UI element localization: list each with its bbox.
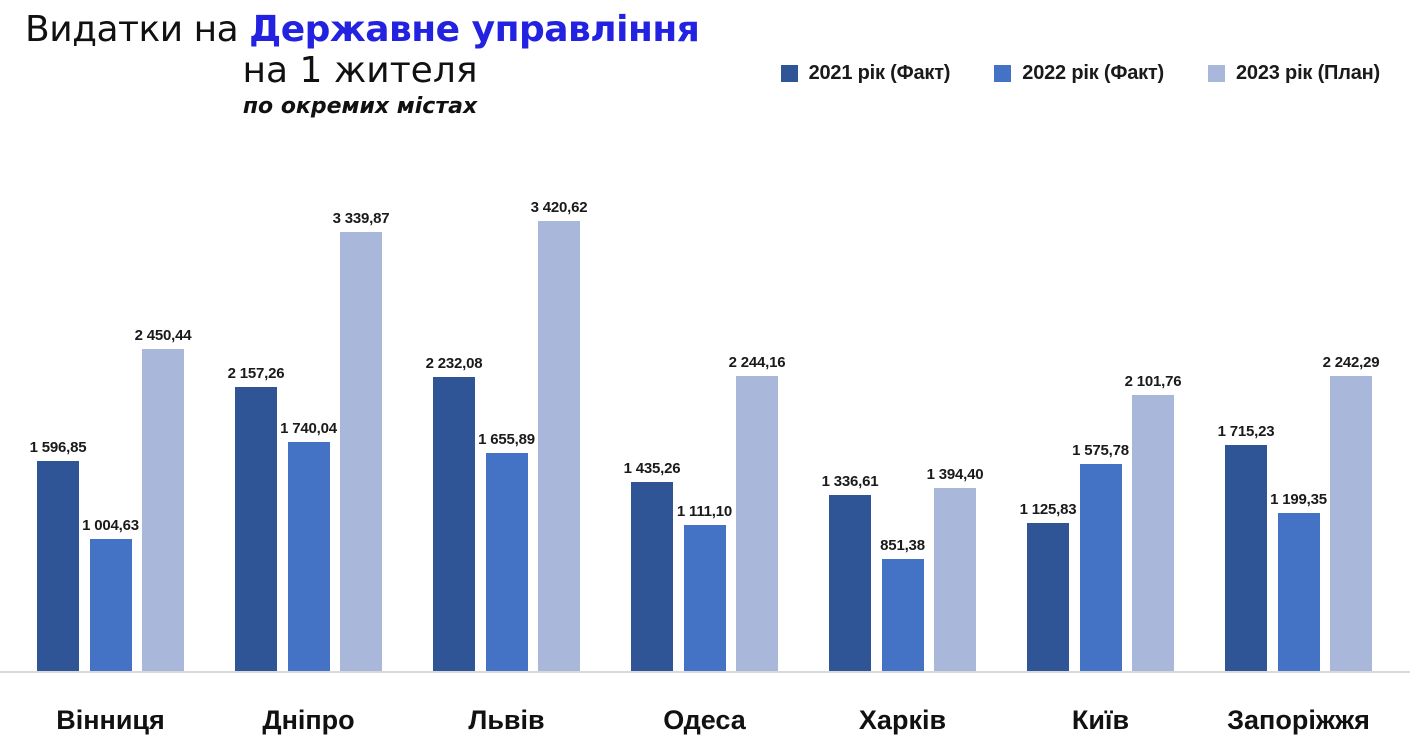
bar-group-3: 2 232,08 1 655,89 3 420,62 [426, 199, 588, 671]
legend-swatch-2023 [1208, 65, 1225, 82]
value-label-series1-2: 2 157,26 [227, 365, 285, 383]
value-label-series1-3: 2 232,08 [425, 355, 483, 373]
bar-group-6: 1 125,83 1 575,78 2 101,76 [1020, 373, 1182, 671]
value-label-series3-4: 2 244,16 [728, 353, 786, 371]
bar-series1-7: 1 715,23 [1218, 423, 1275, 671]
bar-series1-3: 2 232,08 [426, 355, 483, 671]
bar-series3-4: 2 244,16 [729, 354, 786, 671]
value-label-series2-2: 1 740,04 [280, 420, 337, 438]
value-label-series3-1: 2 450,44 [134, 326, 192, 344]
chart-title: Видатки на Державне управління на 1 жите… [25, 9, 700, 119]
category-label-2: Дніпро [262, 705, 355, 735]
legend-item-2022: 2022 рік (Факт) [994, 62, 1164, 85]
bar-group-5: 1 336,61 851,38 1 394,40 [822, 466, 984, 671]
category-label-7: Запоріжжя [1227, 705, 1370, 735]
category-label-1: Вінниця [56, 705, 165, 735]
category-label-3: Львів [468, 705, 545, 735]
value-label-series1-7: 1 715,23 [1217, 423, 1275, 441]
bar-group-2: 2 157,26 1 740,04 3 339,87 [228, 210, 390, 671]
bar-series1-4: 1 435,26 [624, 460, 681, 671]
bar-series2-4: 1 111,10 [677, 503, 732, 671]
bar-series2-2: 1 740,04 [280, 420, 337, 671]
bar-group-7: 1 715,23 1 199,35 2 242,29 [1218, 354, 1380, 671]
bar-series1-1: 1 596,85 [30, 439, 87, 671]
value-label-series1-6: 1 125,83 [1019, 500, 1077, 518]
value-label-series1-5: 1 336,61 [821, 473, 879, 491]
value-label-series1-4: 1 435,26 [623, 460, 681, 478]
bar-series3-5: 1 394,40 [927, 466, 984, 671]
value-label-series3-7: 2 242,29 [1322, 354, 1380, 371]
value-label-series3-6: 2 101,76 [1124, 372, 1182, 390]
value-label-series2-1: 1 004,63 [82, 516, 139, 534]
legend-label-2021: 2021 рік (Факт) [808, 62, 951, 84]
chart-title-line1: Видатки на Державне управління [25, 9, 700, 50]
value-label-series2-3: 1 655,89 [478, 431, 535, 449]
chart-legend: 2021 рік (Факт) 2022 рік (Факт) 2023 рік… [780, 62, 1380, 85]
chart-title-black-part: Видатки на [25, 9, 250, 50]
value-label-series3-5: 1 394,40 [926, 465, 984, 483]
bar-series3-3: 3 420,62 [531, 199, 588, 671]
bar-series2-6: 1 575,78 [1072, 442, 1129, 671]
bar-series2-7: 1 199,35 [1270, 491, 1327, 671]
value-label-series2-5: 851,38 [880, 537, 925, 554]
legend-label-2022: 2022 рік (Факт) [1022, 62, 1164, 84]
legend-swatch-2021 [780, 65, 798, 82]
value-label-series3-3: 3 420,62 [530, 199, 588, 216]
x-axis-line [0, 671, 1410, 673]
legend-item-2023: 2023 рік (План) [1208, 62, 1380, 85]
bar-series1-2: 2 157,26 [228, 365, 285, 671]
legend-item-2021: 2021 рік (Факт) [780, 62, 951, 85]
category-label-4: Одеса [663, 705, 746, 735]
bar-series3-1: 2 450,44 [135, 327, 192, 671]
bar-series1-5: 1 336,61 [822, 473, 879, 671]
bar-series2-3: 1 655,89 [478, 431, 535, 671]
value-label-series2-6: 1 575,78 [1072, 441, 1129, 459]
value-label-series2-7: 1 199,35 [1270, 491, 1327, 509]
value-label-series3-2: 3 339,87 [332, 209, 390, 227]
category-axis: Вінниця Дніпро Львів Одеса Харків Київ Запоріж… [37, 705, 1372, 736]
legend-label-2023: 2023 рік (План) [1236, 62, 1380, 84]
category-label-6: Київ [1071, 705, 1130, 735]
bar-series1-6: 1 125,83 [1020, 501, 1077, 671]
bar-series3-6: 2 101,76 [1125, 373, 1182, 671]
chart-title-line2: на 1 жителя [242, 50, 478, 92]
legend-swatch-2022 [994, 65, 1012, 82]
chart-subtitle: по окремих містах [242, 93, 478, 119]
bar-group-1: 1 596,85 1 004,63 2 450,44 [30, 327, 192, 671]
chart-title-blue-part: Державне управління [249, 9, 700, 50]
bar-series2-5: 851,38 [880, 537, 925, 671]
plot-area: 1 596,85 1 004,63 2 450,44 2 157,26 1 740,04… [30, 199, 1380, 671]
bar-series3-2: 3 339,87 [333, 210, 390, 671]
bar-group-4: 1 435,26 1 111,10 2 244,16 [624, 354, 786, 671]
bar-series3-7: 2 242,29 [1323, 354, 1380, 671]
category-label-5: Харків [858, 705, 947, 735]
value-label-series1-1: 1 596,85 [29, 438, 87, 456]
value-label-series2-4: 1 111,10 [676, 502, 733, 520]
bar-series2-1: 1 004,63 [82, 517, 139, 671]
